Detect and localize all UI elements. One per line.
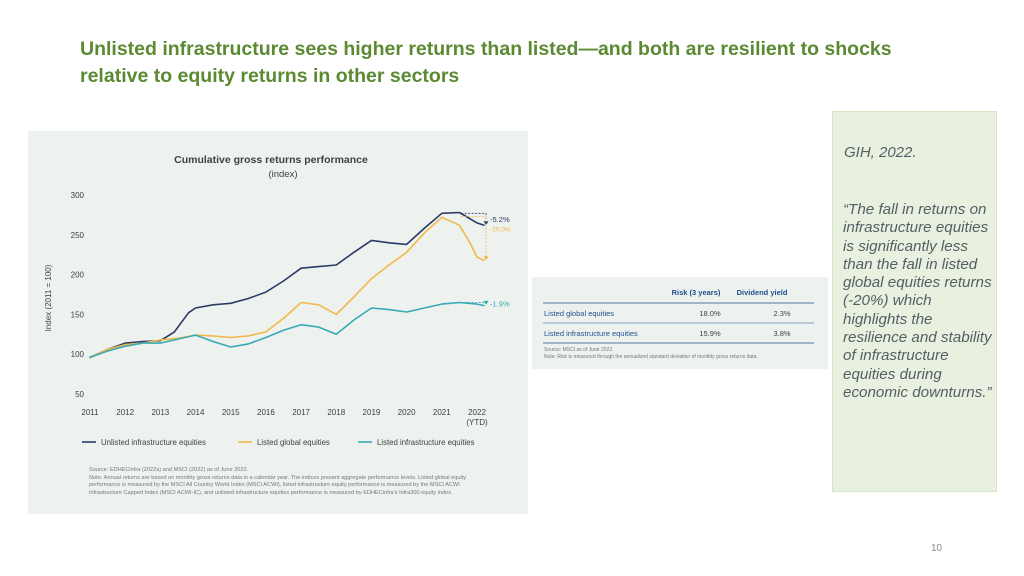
x-tick-sublabel: (YTD)	[466, 418, 488, 427]
x-tick-label: 2018	[327, 408, 345, 417]
table-cell-risk: 15.9%	[699, 329, 721, 338]
table-header-yield: Dividend yield	[737, 288, 788, 297]
table-row-label: Listed infrastructure equities	[544, 329, 638, 338]
table-note-line: Note: Risk is measured through the annua…	[544, 353, 758, 360]
x-tick-label: 2012	[116, 408, 134, 417]
chart-panel: Cumulative gross returns performance (in…	[28, 131, 528, 514]
x-tick-label: 2013	[151, 408, 169, 417]
annotation-label: -20.0%	[490, 226, 511, 233]
series-line	[89, 211, 485, 359]
y-tick-label: 300	[71, 191, 85, 200]
risk-table-panel: Risk (3 years) Dividend yield Listed glo…	[532, 277, 828, 369]
y-tick-label: 200	[71, 271, 85, 280]
y-tick-label: 50	[75, 390, 84, 399]
y-tick-label: 250	[71, 231, 85, 240]
table-cell-yield: 2.3%	[773, 309, 790, 318]
x-tick-label: 2016	[257, 408, 275, 417]
series-line	[89, 216, 485, 359]
legend-label: Listed infrastructure equities	[377, 438, 475, 447]
quote-text: “The fall in returns on infrastructure e…	[843, 201, 992, 401]
annotation-arrowhead	[483, 300, 489, 305]
page-number: 10	[931, 543, 943, 554]
annotation-arrowhead	[483, 256, 489, 261]
risk-table: Risk (3 years) Dividend yield Listed glo…	[543, 288, 814, 344]
x-tick-label: 2011	[81, 408, 99, 417]
x-tick-label: 2015	[222, 408, 240, 417]
x-tick-label: 2020	[398, 408, 416, 417]
chart-subtitle: (index)	[268, 169, 297, 180]
x-tick-label: 2022	[468, 408, 486, 417]
chart-title: Cumulative gross returns performance	[174, 154, 368, 166]
table-cell-risk: 18.0%	[699, 309, 721, 318]
slide-title: Unlisted infrastructure sees higher retu…	[80, 38, 892, 87]
x-tick-label: 2019	[363, 408, 381, 417]
x-tick-label: 2014	[187, 408, 205, 417]
annotation-label: -1.9%	[490, 299, 510, 308]
table-header-risk: Risk (3 years)	[672, 288, 721, 297]
table-cell-yield: 3.8%	[773, 329, 790, 338]
table-source: Source: MSCI as of June 2022. Note: Risk…	[544, 347, 824, 360]
table-row-label: Listed global equities	[544, 309, 614, 318]
y-tick-label: 150	[71, 310, 85, 319]
chart-method-note: Note: Annual returns are based on monthl…	[89, 474, 467, 496]
series-line	[89, 301, 485, 359]
table-source-line: Source: MSCI as of June 2022.	[544, 347, 614, 353]
annotation-arrowhead	[483, 221, 489, 226]
x-tick-label: 2021	[433, 408, 451, 417]
x-tick-label: 2017	[292, 408, 310, 417]
legend-label: Unlisted infrastructure equities	[101, 438, 206, 447]
chart-notes: Source: EDHECinfra (2022a) and MSCI (202…	[89, 467, 489, 497]
returns-line-chart: Cumulative gross returns performance (in…	[44, 154, 511, 447]
quote-citation: GIH, 2022.	[844, 144, 917, 161]
annotation-label: -5.2%	[490, 215, 510, 224]
y-axis-label: Index (2011 = 100)	[44, 264, 53, 331]
chart-source-note: Source: EDHECinfra (2022a) and MSCI (202…	[89, 467, 249, 473]
legend-label: Listed global equities	[257, 438, 330, 447]
quote-panel: GIH, 2022. “The fall in returns on infra…	[832, 111, 997, 492]
y-tick-label: 100	[71, 350, 85, 359]
